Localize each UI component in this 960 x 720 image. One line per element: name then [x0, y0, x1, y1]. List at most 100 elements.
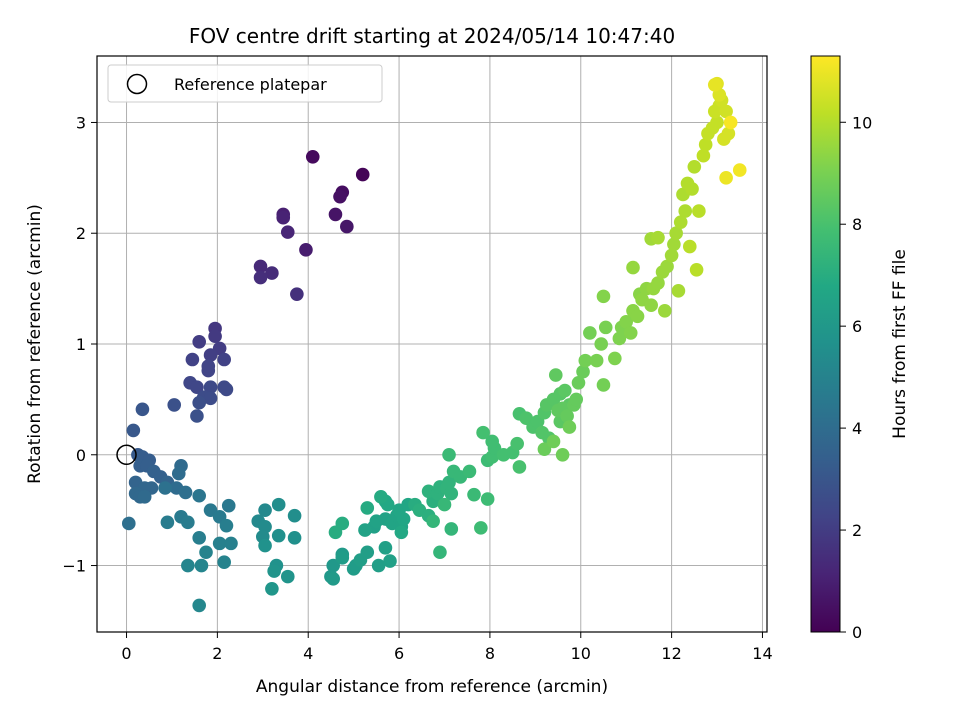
legend: Reference platepar: [107, 64, 383, 103]
data-point: [480, 492, 495, 506]
data-point: [719, 171, 733, 185]
data-point: [707, 78, 722, 92]
data-point: [576, 364, 590, 379]
data-point: [569, 392, 584, 407]
y-tick-label: −1: [62, 557, 86, 576]
data-point: [219, 382, 234, 397]
data-point: [644, 298, 658, 313]
data-point: [358, 523, 372, 537]
data-point: [589, 353, 604, 368]
data-point: [305, 150, 320, 164]
data-point: [678, 204, 693, 218]
data-point: [280, 225, 295, 239]
data-point: [271, 528, 286, 543]
y-tick-label: 3: [76, 113, 86, 132]
data-point: [626, 260, 640, 275]
data-point: [608, 351, 622, 366]
colorbar: [810, 55, 841, 633]
data-point: [594, 337, 609, 351]
data-point: [360, 545, 375, 560]
data-point: [299, 243, 313, 257]
reference-marker-layer: [116, 444, 137, 466]
data-point: [560, 409, 574, 423]
data-point: [394, 525, 409, 540]
data-point: [203, 348, 218, 362]
data-point: [374, 490, 388, 504]
data-point: [474, 521, 488, 535]
data-point: [719, 104, 733, 119]
data-point: [696, 148, 711, 163]
data-point: [546, 434, 561, 449]
data-point: [199, 545, 213, 560]
data-point: [219, 518, 234, 533]
data-point: [328, 207, 343, 222]
data-point: [378, 541, 393, 555]
colorbar-tick-label: 8: [852, 215, 862, 234]
data-point: [253, 259, 268, 274]
data-point: [442, 475, 456, 490]
colorbar-label: Hours from first FF file: [890, 249, 910, 439]
data-point: [687, 159, 702, 174]
data-point: [583, 326, 597, 340]
data-point: [192, 531, 207, 545]
data-point: [208, 329, 222, 344]
data-point: [510, 436, 524, 451]
data-point: [682, 239, 697, 254]
x-tick-label: 8: [485, 644, 495, 663]
data-point: [732, 163, 747, 177]
colorbar-tick-label: 4: [852, 419, 862, 438]
data-point: [548, 368, 563, 382]
data-point: [328, 525, 343, 540]
y-tick-label: 1: [76, 335, 86, 354]
x-axis-ticks: 0 2 4 6 8 10 12 14: [121, 632, 773, 663]
data-point: [512, 460, 527, 474]
data-point: [192, 488, 207, 503]
data-point: [723, 115, 738, 130]
x-tick-label: 2: [212, 644, 222, 663]
data-point: [126, 423, 141, 438]
data-point: [340, 219, 354, 234]
data-point: [265, 266, 279, 280]
data-point: [203, 380, 218, 395]
data-point: [596, 289, 611, 304]
colorbar-tick-label: 6: [852, 317, 862, 336]
data-point: [689, 262, 704, 277]
data-point: [137, 490, 152, 504]
data-point: [555, 447, 570, 462]
legend-reference-icon: [126, 73, 148, 95]
data-point: [121, 516, 136, 531]
data-point: [612, 331, 627, 346]
data-point: [467, 487, 481, 502]
data-point: [571, 375, 586, 390]
data-point: [426, 514, 440, 529]
x-tick-label: 14: [752, 644, 772, 663]
reference-platepar-marker: [116, 444, 137, 466]
data-point: [192, 334, 207, 349]
colorbar-ticks: 0 2 4 6 8 10: [840, 113, 872, 642]
x-tick-label: 6: [394, 644, 404, 663]
data-point: [562, 420, 577, 434]
data-point: [669, 226, 683, 241]
data-point: [578, 353, 593, 368]
data-point: [433, 545, 447, 560]
data-point: [171, 466, 186, 481]
data-point: [558, 383, 572, 398]
data-point: [280, 569, 295, 584]
data-point: [290, 287, 304, 301]
data-point: [224, 536, 238, 551]
data-point: [203, 391, 218, 406]
data-point: [217, 352, 231, 367]
x-tick-label: 12: [661, 644, 681, 663]
data-point: [717, 132, 731, 146]
data-point: [158, 481, 172, 495]
data-point: [181, 558, 195, 573]
data-point: [437, 497, 452, 512]
colorbar-tick-label: 10: [852, 113, 872, 132]
data-point: [476, 425, 490, 440]
data-point: [335, 550, 350, 565]
data-point: [287, 531, 302, 545]
x-axis-label: Angular distance from reference (arcmin): [256, 677, 608, 697]
y-tick-label: 0: [76, 446, 86, 465]
data-point: [190, 409, 204, 423]
data-point: [596, 378, 611, 392]
